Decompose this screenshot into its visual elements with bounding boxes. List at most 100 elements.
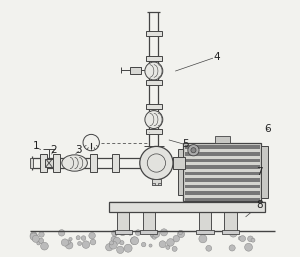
Bar [184,159,260,162]
Circle shape [130,237,138,244]
Bar [146,80,162,85]
Circle shape [229,245,235,251]
Bar [184,198,260,201]
Circle shape [149,244,152,247]
Bar [184,191,260,195]
Circle shape [109,241,117,249]
Bar [178,149,183,195]
Circle shape [167,238,174,246]
Bar [90,154,97,172]
Circle shape [69,237,72,241]
Ellipse shape [62,155,87,171]
Bar [142,212,155,231]
Bar [183,143,261,201]
Circle shape [83,134,99,151]
Circle shape [81,236,86,240]
Bar [112,154,119,172]
Circle shape [191,148,196,153]
Bar [173,157,184,169]
Bar [115,231,132,234]
Circle shape [129,232,132,235]
Circle shape [178,231,184,238]
Bar [261,146,268,198]
Circle shape [30,233,37,240]
Circle shape [76,236,80,240]
Circle shape [160,229,168,236]
Ellipse shape [145,62,163,80]
Circle shape [131,237,139,245]
Bar [196,231,214,234]
Circle shape [173,235,179,242]
Bar [130,67,140,74]
Ellipse shape [145,111,163,128]
Bar [184,178,260,182]
Circle shape [244,243,253,251]
Circle shape [106,244,113,251]
Bar [146,104,162,109]
Circle shape [230,230,237,237]
Circle shape [199,235,207,243]
Circle shape [166,245,170,249]
Circle shape [117,246,124,253]
Text: 1: 1 [33,141,40,151]
Circle shape [32,235,39,242]
Circle shape [112,230,118,236]
Circle shape [152,235,157,239]
Circle shape [39,232,44,237]
Bar [184,172,260,175]
Bar [224,212,237,231]
Circle shape [135,230,141,235]
Circle shape [150,232,157,238]
Circle shape [61,239,68,246]
Bar [46,159,52,167]
Circle shape [141,242,146,247]
Bar [109,202,265,212]
Circle shape [151,232,156,237]
Circle shape [82,241,90,248]
Bar [152,183,155,185]
Circle shape [65,241,73,249]
Circle shape [178,230,182,235]
Text: 6: 6 [264,124,271,133]
Circle shape [120,230,126,236]
Bar [184,165,260,169]
Bar [53,154,60,172]
Bar [199,212,211,231]
Bar [30,158,33,168]
Text: 2: 2 [50,145,57,155]
Text: 4: 4 [213,52,220,62]
Circle shape [153,231,160,237]
Circle shape [140,146,173,180]
Circle shape [30,232,37,239]
Text: 5: 5 [182,139,189,149]
Circle shape [40,242,48,250]
Circle shape [37,242,40,245]
Bar [40,154,47,172]
Bar [152,179,161,185]
Circle shape [251,238,255,242]
Text: 3: 3 [75,145,82,155]
Circle shape [188,145,199,156]
Circle shape [89,232,95,239]
Bar [146,56,162,61]
Bar [140,231,157,234]
Bar [214,136,230,143]
Bar [117,212,129,231]
Circle shape [120,241,124,245]
Circle shape [159,241,166,248]
Bar [222,231,239,234]
Circle shape [113,237,120,244]
Bar [158,183,161,185]
Circle shape [110,241,114,245]
Circle shape [206,245,212,251]
Circle shape [240,236,246,242]
Circle shape [172,246,177,251]
Circle shape [38,238,44,244]
Bar [146,31,162,36]
Bar [146,128,162,134]
Bar [184,145,260,149]
Text: 7: 7 [256,167,263,177]
Circle shape [78,242,82,245]
Circle shape [66,240,70,244]
Circle shape [124,244,132,252]
